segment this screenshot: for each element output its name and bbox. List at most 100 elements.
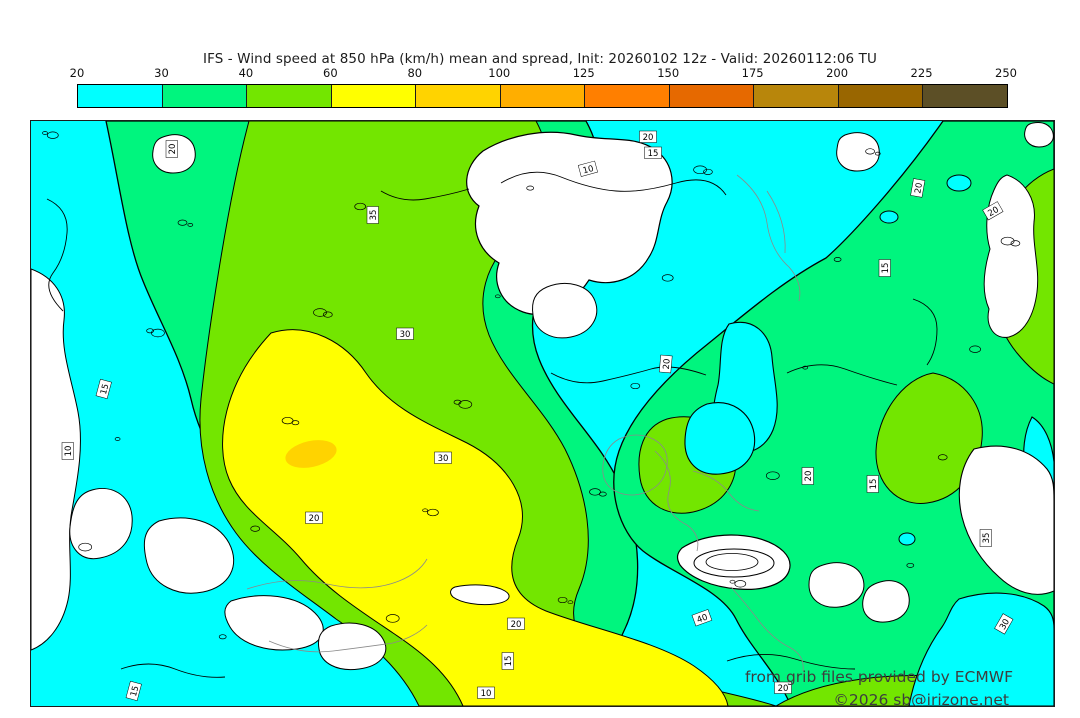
contour-label: 15 <box>644 146 662 159</box>
attribution-line-2: ©2026 sb@irizone.net <box>833 691 1009 706</box>
colorbar-tick-125: 125 <box>572 66 595 80</box>
white-alps <box>676 534 791 590</box>
svg-text:40: 40 <box>696 613 710 626</box>
contour-speckles <box>42 131 1021 640</box>
contour-label: 30 <box>434 451 452 464</box>
contour-label: 10 <box>477 686 495 699</box>
svg-text:10: 10 <box>582 164 595 176</box>
region-chartreuse-east-mid <box>875 372 983 504</box>
white-balkan-1 <box>808 562 865 608</box>
colorbar-tick-175: 175 <box>741 66 764 80</box>
contour-label: 35 <box>979 529 992 547</box>
svg-text:20: 20 <box>168 144 178 155</box>
colorbar-segment-200-225 <box>838 85 924 107</box>
colorbar-tick-225: 225 <box>910 66 933 80</box>
attribution-line-1: from grib files provided by ECMWF <box>745 668 1013 686</box>
contour-label: 15 <box>866 475 879 493</box>
contour-labels: 20 35 30 15 20 15 10 20 15 20 30 20 20 15 10 20 15 40 30 20… <box>61 130 1014 701</box>
colorbar-segment-80-100 <box>416 85 501 107</box>
cyan-patch-blacksea <box>908 592 1054 706</box>
contour-label: 20 <box>774 681 792 694</box>
svg-text:10: 10 <box>481 689 492 699</box>
white-patch-north <box>836 132 880 172</box>
spread-contours <box>46 171 938 678</box>
colorbar-tick-40: 40 <box>238 66 254 80</box>
contour-label: 30 <box>396 327 414 340</box>
cyan-patch-northsea <box>684 402 756 475</box>
colorbar-tick-60: 60 <box>323 66 338 80</box>
svg-text:20: 20 <box>804 471 814 482</box>
page-title: IFS - Wind speed at 850 hPa (km/h) mean … <box>203 51 877 67</box>
colorbar-tick-20: 20 <box>69 66 85 80</box>
svg-text:15: 15 <box>129 685 141 698</box>
white-patch-sw-1 <box>69 488 133 560</box>
svg-text:20: 20 <box>511 620 522 630</box>
white-patch-ne-corner <box>1024 122 1054 148</box>
svg-text:15: 15 <box>881 263 891 274</box>
contour-label: 15 <box>125 680 142 701</box>
svg-text:30: 30 <box>400 330 411 340</box>
cyan-patch-small-4 <box>898 532 916 546</box>
cyan-patch-small-1 <box>946 174 972 192</box>
svg-text:20: 20 <box>986 205 1000 219</box>
contour-label: 10 <box>61 442 74 460</box>
svg-text:35: 35 <box>982 533 992 544</box>
white-patch-sw-4 <box>318 622 387 671</box>
colorbar-tick-150: 150 <box>657 66 680 80</box>
white-iceland-south <box>532 283 598 339</box>
colorbar-segment-175-200 <box>754 85 839 107</box>
colorbar-segment-125-150 <box>585 85 670 107</box>
colorbar-segment-20-30 <box>78 85 163 107</box>
white-patch-sw-2 <box>143 517 235 594</box>
contour-label: 20 <box>639 130 657 143</box>
contour-label: 40 <box>691 609 713 627</box>
svg-text:20: 20 <box>662 358 673 370</box>
svg-text:35: 35 <box>369 210 379 221</box>
white-caucasus <box>958 445 1054 595</box>
contour-label: 15 <box>95 378 112 399</box>
contour-label: 20 <box>910 178 926 198</box>
contour-label: 20 <box>659 354 673 374</box>
colorbar-segment-225-250 <box>923 85 1008 107</box>
contour-label: 20 <box>507 617 525 630</box>
alps-contour-rings <box>693 548 775 578</box>
svg-text:20: 20 <box>643 133 654 143</box>
svg-text:20: 20 <box>309 514 320 524</box>
colorbar-tick-100: 100 <box>488 66 511 80</box>
colorbar-tick-30: 30 <box>154 66 169 80</box>
white-norway-band <box>983 174 1039 338</box>
contour-label: 20 <box>982 201 1004 221</box>
white-iceland <box>466 131 673 315</box>
svg-text:20: 20 <box>778 684 789 694</box>
contour-label: 20 <box>165 140 178 158</box>
colorbar <box>77 84 1008 108</box>
svg-text:15: 15 <box>869 479 879 490</box>
white-balkan-2 <box>862 580 910 623</box>
svg-text:15: 15 <box>504 656 514 667</box>
svg-text:10: 10 <box>64 446 74 457</box>
svg-text:20: 20 <box>913 182 925 194</box>
white-atlantic-strip <box>31 268 81 651</box>
svg-text:15: 15 <box>648 149 659 159</box>
white-pyrenees <box>450 584 510 606</box>
colorbar-segment-30-40 <box>162 85 248 107</box>
colorbar-tick-80: 80 <box>407 66 423 80</box>
contour-label: 20 <box>801 467 814 485</box>
svg-text:15: 15 <box>99 383 111 396</box>
contour-label: 15 <box>501 652 514 670</box>
contour-label: 35 <box>366 206 379 224</box>
colorbar-segment-100-125 <box>500 85 586 107</box>
contour-label: 10 <box>577 160 598 177</box>
svg-text:30: 30 <box>998 617 1012 631</box>
colorbar-tick-200: 200 <box>826 66 849 80</box>
colorbar-tick-250: 250 <box>995 66 1017 80</box>
contour-label: 20 <box>305 511 323 524</box>
colorbar-segment-40-60 <box>247 85 332 107</box>
region-yellow-core <box>222 329 729 706</box>
svg-text:30: 30 <box>438 454 449 464</box>
contour-label: 30 <box>994 613 1014 635</box>
region-gold-spot <box>285 440 337 468</box>
coastlines <box>246 174 804 672</box>
colorbar-segment-150-175 <box>669 85 755 107</box>
